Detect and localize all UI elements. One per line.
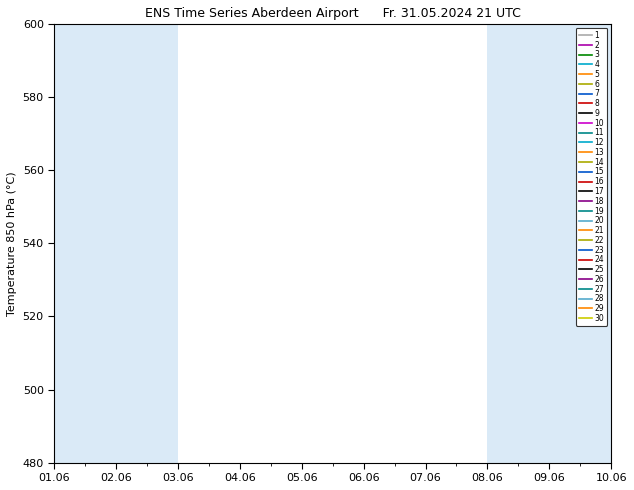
Bar: [611, 24, 634, 463]
Bar: [54, 24, 116, 463]
Bar: [488, 24, 549, 463]
Bar: [116, 24, 178, 463]
Bar: [549, 24, 611, 463]
Title: ENS Time Series Aberdeen Airport      Fr. 31.05.2024 21 UTC: ENS Time Series Aberdeen Airport Fr. 31.…: [145, 7, 521, 20]
Legend: 1, 2, 3, 4, 5, 6, 7, 8, 9, 10, 11, 12, 13, 14, 15, 16, 17, 18, 19, 20, 21, 22, 2: 1, 2, 3, 4, 5, 6, 7, 8, 9, 10, 11, 12, 1…: [576, 28, 607, 326]
Y-axis label: Temperature 850 hPa (°C): Temperature 850 hPa (°C): [7, 171, 17, 316]
